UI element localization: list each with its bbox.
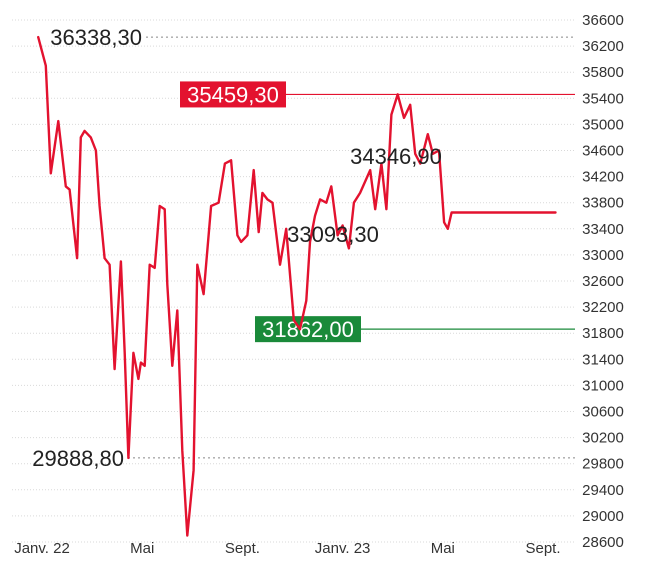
grid (12, 19, 575, 543)
x-tick-label: Mai (431, 540, 455, 557)
x-axis: Janv. 22 Mai Sept. Janv. 23 Mai Sept. (14, 540, 560, 557)
series-layer (37, 35, 557, 537)
value-badge-label: 35459,30 (187, 82, 279, 107)
y-tick-label: 36600 (582, 12, 624, 29)
y-tick-label: 34200 (582, 169, 624, 186)
reference-label: 29888,80 (32, 446, 124, 471)
y-tick-label: 28600 (582, 534, 624, 551)
y-tick-label: 33800 (582, 195, 624, 212)
value-badge (255, 316, 361, 343)
value-badge-label: 31862,00 (262, 317, 354, 342)
value-badge (180, 81, 286, 108)
x-tick-label: Janv. 22 (14, 540, 70, 557)
reference-label: 36338,30 (50, 25, 142, 50)
series-line (37, 35, 557, 537)
reference-lines: 36338,30 35459,30 31862,00 29888,80 (32, 25, 575, 471)
y-tick-label: 30200 (582, 430, 624, 447)
y-tick-label: 34600 (582, 143, 624, 160)
y-tick-label: 35400 (582, 90, 624, 107)
annotations: 34346,90 33093,30 (287, 144, 442, 247)
y-tick-label: 33000 (582, 247, 624, 264)
y-tick-label: 29400 (582, 482, 624, 499)
x-tick-label: Sept. (525, 540, 560, 557)
y-tick-label: 33400 (582, 221, 624, 238)
x-tick-label: Sept. (225, 540, 260, 557)
x-tick-label: Mai (130, 540, 154, 557)
annotation-label: 34346,90 (350, 144, 442, 169)
y-tick-label: 31400 (582, 351, 624, 368)
y-tick-label: 31800 (582, 325, 624, 342)
y-tick-label: 32200 (582, 299, 624, 316)
annotation-label: 33093,30 (287, 222, 379, 247)
y-tick-label: 30600 (582, 404, 624, 421)
y-axis: 36600 36200 35800 35400 35000 34600 34200 33800… (582, 12, 624, 551)
y-tick-label: 29000 (582, 508, 624, 525)
y-tick-label: 35000 (582, 116, 624, 133)
y-tick-label: 36200 (582, 38, 624, 55)
y-tick-label: 29800 (582, 456, 624, 473)
y-tick-label: 32600 (582, 273, 624, 290)
x-tick-label: Janv. 23 (315, 540, 371, 557)
y-tick-label: 31000 (582, 377, 624, 394)
y-tick-label: 35800 (582, 64, 624, 81)
